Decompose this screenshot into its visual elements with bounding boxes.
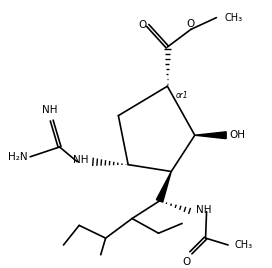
Text: O: O	[187, 18, 195, 28]
Text: CH₃: CH₃	[235, 240, 253, 250]
Text: NH: NH	[73, 155, 89, 165]
Text: O: O	[139, 20, 147, 31]
Text: or1: or1	[175, 91, 188, 100]
Text: NH: NH	[196, 205, 211, 215]
Text: CH₃: CH₃	[224, 13, 242, 23]
Text: O: O	[183, 257, 191, 267]
Polygon shape	[195, 132, 226, 139]
Text: H₂N: H₂N	[8, 152, 27, 162]
Polygon shape	[156, 172, 171, 202]
Text: OH: OH	[229, 130, 245, 140]
Text: NH: NH	[42, 105, 57, 115]
